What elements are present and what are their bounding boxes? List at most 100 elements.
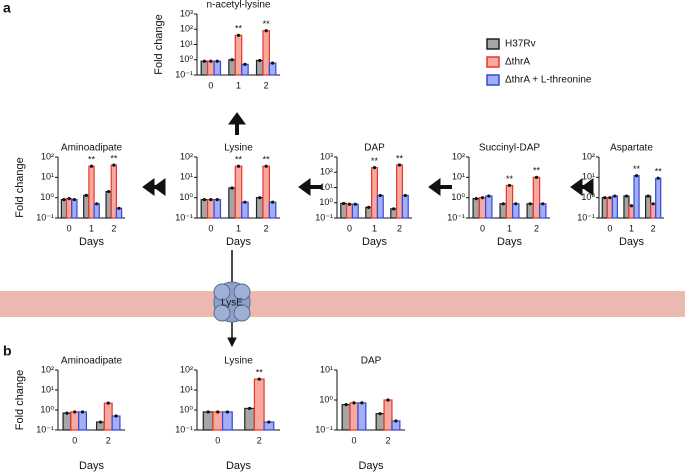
- bar-dot: [67, 196, 71, 201]
- chart-title: DAP: [364, 143, 385, 154]
- bar-dot: [95, 202, 99, 206]
- bar: [244, 407, 256, 431]
- bar: [478, 197, 487, 219]
- significance: **: [633, 164, 641, 174]
- bar: [633, 175, 640, 219]
- significance: **: [533, 166, 541, 176]
- bar: [105, 190, 112, 219]
- bar: [207, 199, 215, 219]
- y-tick-label: 10²: [41, 151, 54, 161]
- bar: [262, 165, 270, 219]
- x-tick-label: 1: [89, 223, 94, 233]
- bar: [645, 195, 652, 219]
- bar: [200, 199, 209, 219]
- y-tick-label: 10²: [320, 167, 333, 177]
- legend-swatch: [486, 74, 500, 86]
- y-tick-label: 10²: [582, 151, 595, 161]
- bar: [234, 165, 243, 219]
- bar-dot: [360, 401, 364, 405]
- significance: **: [506, 174, 514, 184]
- bar: [532, 176, 541, 219]
- y-axis-label: Fold change: [14, 370, 26, 431]
- x-tick-label: 2: [111, 223, 116, 233]
- transporter-label: LysE: [221, 298, 243, 309]
- bar-dot: [243, 62, 247, 66]
- bar: [268, 62, 277, 76]
- x-tick-label: 2: [264, 223, 269, 233]
- y-tick-label: 10⁰: [319, 197, 333, 207]
- x-tick-label: 2: [397, 223, 402, 233]
- bar-dot: [271, 61, 275, 65]
- bar-dot: [541, 202, 545, 206]
- chart: DAP 10⁻¹ 10⁰ 10¹ 10² 10³ 0 1 ** 2 ** Days: [315, 143, 412, 248]
- bar-dot: [225, 410, 230, 414]
- y-tick-label: 10⁻¹: [175, 424, 193, 434]
- y-tick-label: 10²: [180, 24, 193, 34]
- bar: [65, 197, 73, 219]
- y-tick-label: 10¹: [41, 172, 54, 182]
- x-tick-label: 1: [507, 223, 512, 233]
- bar-dot: [80, 410, 85, 414]
- x-tick-label: 0: [67, 223, 72, 233]
- bar-dot: [216, 410, 220, 414]
- bar: [357, 402, 367, 431]
- y-tick-label: 10⁰: [451, 192, 465, 202]
- chart-title: Succinyl-DAP: [479, 143, 540, 154]
- y-tick-label: 10⁻¹: [175, 69, 193, 79]
- y-tick-label: 10¹: [180, 384, 193, 394]
- bar-dot: [394, 419, 398, 423]
- bar: [401, 194, 409, 219]
- bar: [601, 197, 608, 219]
- bar-dot: [73, 410, 77, 414]
- bar-dot: [344, 403, 348, 407]
- bar-dot: [267, 420, 271, 424]
- bar-dot: [624, 194, 629, 198]
- bar: [71, 199, 78, 219]
- y-tick-label: 10²: [180, 151, 193, 161]
- bar-dot: [651, 202, 655, 206]
- bar-dot: [372, 166, 377, 170]
- bar: [103, 402, 113, 431]
- chart: Lysine 10⁻¹ 10⁰ 10¹ 10² 0 1 ** 2 ** Days: [175, 143, 280, 248]
- panel-label: b: [3, 343, 12, 359]
- x-tick-label: 2: [257, 435, 262, 445]
- bar-dot: [258, 58, 262, 63]
- bar: [611, 195, 618, 219]
- bar-dot: [352, 401, 356, 405]
- bar-dot: [603, 196, 607, 200]
- bar-dot: [474, 196, 478, 201]
- significance: **: [110, 153, 118, 163]
- legend-label: H37Rv: [505, 39, 536, 50]
- pathway-arrows: [142, 112, 594, 348]
- bar: [221, 411, 233, 431]
- bar-dot: [84, 193, 88, 197]
- bar: [472, 197, 480, 219]
- x-tick-label: 1: [372, 223, 377, 233]
- bar: [341, 404, 351, 431]
- bar: [255, 197, 264, 219]
- bar-dot: [243, 200, 247, 204]
- significance: **: [256, 367, 264, 377]
- y-tick-label: 10¹: [180, 172, 193, 182]
- chart: n-acetyl-lysine 10⁻¹ 10⁰ 10¹ 10² 10³ Fold chan…: [153, 0, 280, 90]
- bar: [650, 203, 657, 219]
- bar-dot: [613, 194, 617, 198]
- y-tick-label: 10⁻¹: [36, 212, 54, 222]
- bar: [370, 167, 379, 219]
- significance: **: [235, 155, 243, 165]
- bar: [78, 411, 88, 431]
- bar-dot: [656, 176, 660, 180]
- x-axis-label: Days: [358, 460, 384, 472]
- bar-dot: [98, 420, 103, 424]
- chart-title: Aspartate: [610, 143, 653, 154]
- significance: **: [263, 19, 271, 29]
- bar: [83, 194, 90, 219]
- bar-dot: [403, 193, 407, 198]
- x-tick-label: 0: [208, 223, 213, 233]
- chart-title: Lysine: [224, 143, 253, 154]
- y-axis-label: Fold change: [14, 157, 26, 218]
- bar-dot: [236, 164, 241, 168]
- y-tick-label: 10⁻¹: [447, 212, 465, 222]
- bar-dot: [209, 198, 213, 202]
